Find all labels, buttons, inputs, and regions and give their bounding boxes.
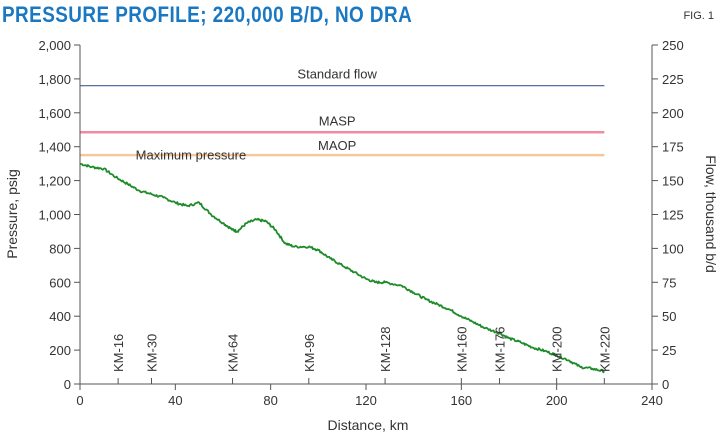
maop-label: MAOP bbox=[318, 138, 356, 153]
y-tick-label: 800 bbox=[49, 241, 71, 256]
y-tick-label: 1,800 bbox=[38, 72, 71, 87]
y-tick-label: 1,000 bbox=[38, 208, 71, 223]
y2-tick-label: 75 bbox=[662, 275, 676, 290]
y2-tick-label: 150 bbox=[662, 174, 684, 189]
y-tick-label: 400 bbox=[49, 309, 71, 324]
x-tick-label: 200 bbox=[546, 393, 568, 408]
y-tick-label: 1,200 bbox=[38, 174, 71, 189]
y2-tick-label: 250 bbox=[662, 38, 684, 53]
x-tick-label: 40 bbox=[168, 393, 182, 408]
maximum-pressure-label: Maximum pressure bbox=[136, 148, 247, 163]
km-annotations: KM-16 KM-30 KM-64 KM-96 KM-128 KM-160 KM-176 KM… bbox=[111, 326, 612, 384]
km-marker-label: KM-160 bbox=[454, 326, 469, 372]
y-tick-label: 1,400 bbox=[38, 140, 71, 155]
km-marker-label: KM-64 bbox=[226, 334, 241, 372]
y-tick-label: 200 bbox=[49, 343, 71, 358]
reference-lines: Standard flow MASP MAOP bbox=[80, 67, 605, 157]
km-marker-label: KM-176 bbox=[492, 326, 507, 372]
masp-label: MASP bbox=[319, 113, 356, 128]
y2-tick-label: 0 bbox=[662, 377, 669, 392]
standard-flow-label: Standard flow bbox=[297, 67, 377, 82]
y-tick-label: 600 bbox=[49, 275, 71, 290]
series-layer: Maximum pressure bbox=[79, 148, 605, 374]
x-axis-label: Distance, km bbox=[328, 417, 409, 433]
y2-tick-label: 50 bbox=[662, 309, 676, 324]
km-marker-label: KM-30 bbox=[145, 334, 160, 372]
y2-tick-label: 25 bbox=[662, 343, 676, 358]
x-tick-label: 0 bbox=[76, 393, 83, 408]
y-tick-label: 1,600 bbox=[38, 106, 71, 121]
x-tick-label: 80 bbox=[263, 393, 277, 408]
y2-tick-label: 125 bbox=[662, 208, 684, 223]
chart-title: PRESSURE PROFILE; 220,000 B/D, NO DRA bbox=[2, 2, 413, 27]
figure-label: FIG. 1 bbox=[683, 10, 714, 22]
x-tick-label: 120 bbox=[355, 393, 377, 408]
x-tick-label: 160 bbox=[450, 393, 472, 408]
km-marker-label: KM-128 bbox=[378, 326, 393, 372]
y2-tick-label: 225 bbox=[662, 72, 684, 87]
y2-axis-label: Flow, thousand b/d bbox=[703, 155, 719, 273]
km-marker-label: KM-96 bbox=[302, 334, 317, 372]
y-tick-label: 2,000 bbox=[38, 38, 71, 53]
km-marker-label: KM-16 bbox=[111, 334, 126, 372]
y-axis-label: Pressure, psig bbox=[4, 169, 20, 258]
figure-header: PRESSURE PROFILE; 220,000 B/D, NO DRA FI… bbox=[0, 0, 720, 30]
km-marker-label: KM-220 bbox=[597, 326, 612, 372]
y2-tick-label: 100 bbox=[662, 241, 684, 256]
km-marker-label: KM-200 bbox=[550, 326, 565, 372]
y2-tick-label: 175 bbox=[662, 140, 684, 155]
y-tick-label: 0 bbox=[64, 377, 71, 392]
x-tick-label: 240 bbox=[641, 393, 663, 408]
maximum-pressure-line bbox=[79, 162, 605, 374]
y2-tick-label: 200 bbox=[662, 106, 684, 121]
axes: 02004006008001,0001,2001,4001,6001,8002,… bbox=[38, 38, 683, 408]
